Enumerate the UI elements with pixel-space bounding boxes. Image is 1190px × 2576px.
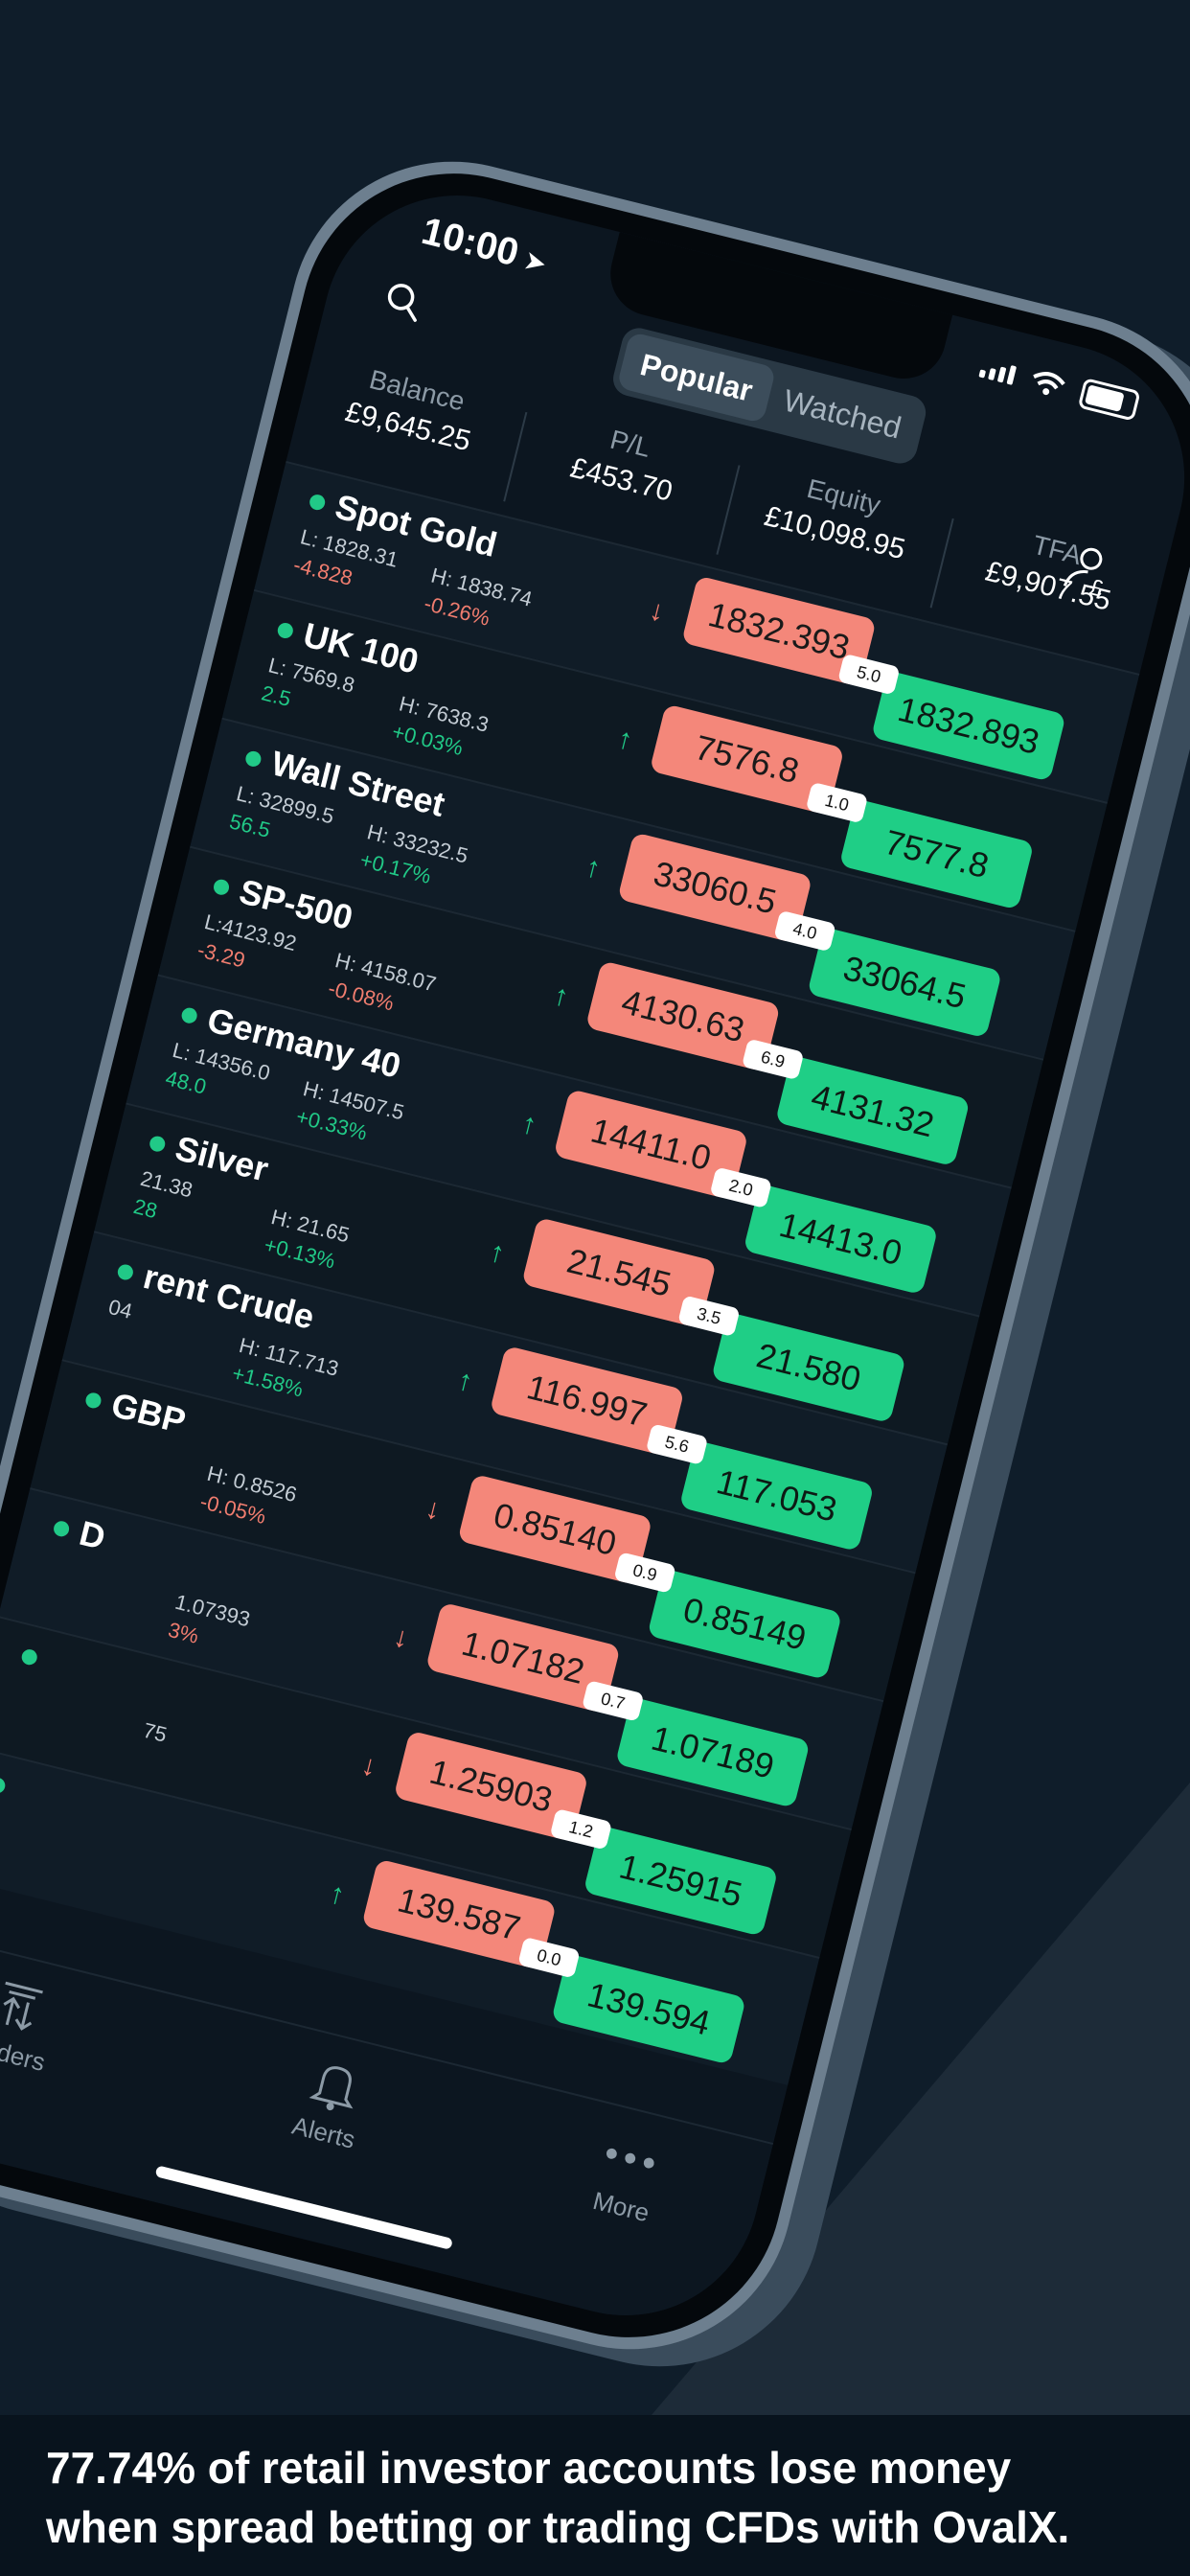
tab-watched[interactable]: Watched bbox=[780, 381, 905, 446]
market-status-dot bbox=[83, 1391, 103, 1411]
spread-badge: 1.0 bbox=[805, 781, 869, 824]
spread-badge: 0.0 bbox=[517, 1936, 581, 1979]
bottom-tab-bar: Orders Alerts ••• More bbox=[0, 1930, 774, 2344]
spread-badge: 3.5 bbox=[677, 1295, 741, 1338]
bell-icon bbox=[255, 2040, 417, 2129]
market-name: GBP bbox=[107, 1384, 190, 1441]
trend-arrow-icon: ↑ bbox=[550, 978, 572, 1014]
tab-popular[interactable]: Popular bbox=[616, 331, 777, 425]
market-status-dot bbox=[52, 1519, 71, 1538]
wifi-icon bbox=[1033, 372, 1065, 396]
market-name: D bbox=[75, 1512, 110, 1557]
spread-badge: 2.0 bbox=[709, 1166, 773, 1209]
market-change-percent: 3% bbox=[166, 1617, 201, 1648]
disclaimer-line-1: 77.74% of retail investor accounts lose … bbox=[46, 2443, 1012, 2493]
disclaimer-line-2: when spread betting or trading CFDs with… bbox=[46, 2502, 1070, 2552]
search-icon[interactable] bbox=[380, 277, 426, 323]
battery-icon bbox=[1077, 378, 1141, 422]
trend-arrow-icon: ↑ bbox=[326, 1876, 349, 1912]
trend-arrow-icon: ↑ bbox=[517, 1107, 540, 1142]
market-change: 28 bbox=[130, 1193, 160, 1224]
market-status-dot bbox=[0, 1776, 8, 1795]
spread-badge: 1.2 bbox=[549, 1807, 613, 1851]
signal-icon bbox=[978, 358, 1018, 385]
market-status-dot bbox=[243, 749, 263, 769]
account-user-icon[interactable]: £ bbox=[1060, 539, 1125, 604]
trend-arrow-icon: ↓ bbox=[390, 1621, 412, 1655]
location-icon: ➤ bbox=[520, 244, 550, 280]
trend-arrow-icon: ↓ bbox=[357, 1749, 380, 1783]
market-status-dot bbox=[308, 493, 327, 512]
spread-badge: 5.6 bbox=[645, 1423, 709, 1465]
status-time-text: 10:00 bbox=[417, 209, 523, 275]
trend-arrow-icon: ↑ bbox=[582, 850, 605, 886]
app-screen: 10:00➤ Popular Watched bbox=[0, 167, 1190, 2344]
spread-badge: 6.9 bbox=[741, 1038, 805, 1081]
spread-badge: 5.0 bbox=[837, 653, 901, 696]
market-status-dot bbox=[116, 1262, 135, 1282]
market-list: Spot Gold L: 1828.31 H: 1838.74 -4.828 -0.26… bbox=[0, 460, 1140, 2085]
phone-mockup-area: 10:00➤ Popular Watched bbox=[0, 0, 1190, 2415]
market-change: 48.0 bbox=[163, 1066, 209, 1099]
status-icons bbox=[977, 353, 1141, 422]
trend-arrow-icon: ↑ bbox=[614, 722, 636, 757]
phone-device: 10:00➤ Popular Watched bbox=[0, 126, 1190, 2402]
svg-text:£: £ bbox=[1087, 574, 1106, 602]
risk-disclaimer: 77.74% of retail investor accounts lose … bbox=[46, 2438, 1157, 2557]
market-status-dot bbox=[20, 1647, 39, 1667]
disclaimer-banner bbox=[0, 2415, 1190, 2576]
spread-badge: 0.7 bbox=[582, 1680, 645, 1722]
trend-arrow-icon: ↑ bbox=[454, 1364, 476, 1398]
tab-alerts[interactable]: Alerts bbox=[245, 2040, 416, 2166]
market-low: 04 bbox=[105, 1294, 135, 1323]
market-status-dot bbox=[212, 878, 231, 897]
market-status-dot bbox=[276, 621, 295, 640]
market-change: 2.5 bbox=[259, 680, 294, 712]
market-change: 56.5 bbox=[227, 809, 273, 842]
market-high: 75 bbox=[140, 1717, 170, 1747]
market-status-dot bbox=[179, 1005, 199, 1025]
spread-badge: 4.0 bbox=[773, 909, 836, 953]
tab-more[interactable]: ••• More bbox=[543, 2115, 714, 2241]
tab-orders[interactable]: Orders bbox=[0, 1962, 101, 2087]
trend-arrow-icon: ↓ bbox=[422, 1492, 445, 1527]
status-time: 10:00➤ bbox=[418, 210, 553, 283]
spread-badge: 0.9 bbox=[613, 1552, 676, 1594]
buy-price-button[interactable]: 139.594 bbox=[551, 1953, 746, 2065]
trend-arrow-icon: ↓ bbox=[646, 593, 668, 629]
market-status-dot bbox=[148, 1134, 167, 1154]
orders-icon bbox=[0, 1962, 101, 2051]
trend-arrow-icon: ↑ bbox=[486, 1235, 509, 1271]
